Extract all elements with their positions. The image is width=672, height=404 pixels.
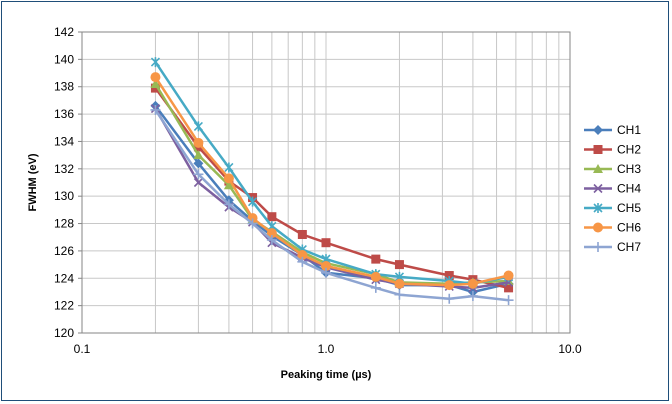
data-point-marker: [266, 228, 277, 239]
data-point-marker: [193, 158, 204, 169]
y-tick-label: 122: [54, 299, 74, 313]
legend-label: CH4: [617, 182, 641, 196]
y-tick-label: 130: [54, 189, 74, 203]
data-point-marker: [193, 137, 204, 148]
data-point-marker: [193, 150, 204, 160]
x-axis-ticks: 0.1 1.0 10.0: [74, 342, 582, 356]
y-tick-label: 132: [54, 162, 74, 176]
data-point-marker: [224, 162, 234, 173]
data-point-marker: [321, 260, 331, 271]
legend: CH1 CH2 CH3 CH4 CH5 CH6 CH7: [584, 123, 641, 254]
y-tick-label: 126: [54, 244, 74, 258]
data-point-marker: [150, 78, 161, 88]
legend-item-ch4: CH4: [584, 182, 641, 196]
x-tick-label: 0.1: [74, 342, 91, 356]
data-point-marker: [321, 267, 331, 278]
series-lines: [150, 57, 514, 306]
y-axis-ticks: 120 122 124 126 128 130 132 134 136 138 140 142: [54, 25, 82, 340]
data-point-marker: [297, 250, 308, 261]
y-tick-label: 138: [54, 80, 74, 94]
legend-label: CH1: [617, 123, 641, 137]
data-point-marker: [371, 254, 381, 264]
series-line: [154, 61, 509, 285]
data-point-marker: [193, 121, 203, 132]
series-ch7: [150, 104, 514, 306]
data-point-marker: [467, 278, 478, 289]
data-point-marker: [593, 203, 603, 213]
data-point-marker: [150, 104, 161, 115]
legend-item-ch2: CH2: [584, 143, 641, 157]
data-point-marker: [267, 212, 277, 222]
data-point-marker: [593, 222, 603, 233]
data-point-marker: [193, 177, 203, 188]
x-tick-label: 1.0: [318, 342, 335, 356]
x-axis-label: Peaking time (µs): [281, 369, 372, 381]
series-line: [154, 76, 509, 287]
data-point-marker: [444, 280, 455, 291]
data-point-marker: [593, 145, 603, 154]
data-point-marker: [504, 283, 514, 293]
legend-item-ch5: CH5: [584, 201, 641, 215]
data-point-marker: [503, 295, 514, 306]
data-point-marker: [150, 57, 161, 68]
data-point-marker: [394, 289, 405, 300]
legend-label: CH6: [617, 221, 641, 235]
data-point-marker: [370, 271, 381, 282]
legend-item-ch1: CH1: [584, 123, 641, 137]
data-point-marker: [321, 238, 331, 248]
data-point-marker: [444, 271, 454, 281]
data-point-marker: [503, 270, 514, 281]
series-line: [154, 87, 509, 290]
legend-label: CH2: [617, 143, 641, 157]
data-point-marker: [444, 293, 455, 304]
y-axis-label: FWHM (eV): [27, 153, 39, 211]
data-point-marker: [593, 242, 603, 252]
legend-label: CH7: [617, 240, 641, 254]
data-point-marker: [593, 125, 603, 135]
legend-label: CH5: [617, 201, 641, 215]
data-point-marker: [394, 260, 404, 270]
data-point-marker: [193, 169, 204, 180]
y-tick-label: 134: [54, 134, 74, 148]
data-point-marker: [297, 256, 308, 267]
series-ch3: [150, 78, 514, 288]
data-point-marker: [247, 218, 258, 229]
plot-area: [81, 31, 571, 334]
data-point-marker: [150, 83, 160, 93]
data-point-marker: [394, 278, 405, 289]
data-point-marker: [223, 173, 234, 184]
y-tick-label: 142: [54, 25, 74, 39]
data-point-marker: [223, 180, 234, 190]
y-tick-label: 120: [54, 326, 74, 340]
data-point-marker: [150, 72, 161, 83]
data-point-marker: [297, 229, 307, 239]
data-point-marker: [223, 199, 234, 210]
y-tick-label: 128: [54, 217, 74, 231]
legend-label: CH3: [617, 162, 641, 176]
data-point-marker: [370, 282, 381, 293]
legend-item-ch7: CH7: [584, 240, 641, 254]
y-tick-label: 124: [54, 271, 74, 285]
data-point-marker: [247, 196, 258, 207]
legend-item-ch6: CH6: [584, 221, 641, 235]
y-tick-label: 136: [54, 107, 74, 121]
legend-item-ch3: CH3: [584, 162, 641, 176]
data-point-marker: [593, 164, 603, 173]
data-point-marker: [593, 183, 603, 194]
data-point-marker: [266, 234, 277, 245]
x-tick-label: 10.0: [558, 342, 582, 356]
y-tick-label: 140: [54, 52, 74, 66]
data-point-marker: [467, 291, 478, 302]
series-ch6: [150, 72, 514, 291]
